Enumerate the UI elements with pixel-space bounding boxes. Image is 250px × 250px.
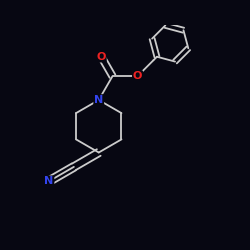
- Text: N: N: [94, 95, 104, 105]
- Text: O: O: [96, 52, 106, 62]
- Text: O: O: [133, 71, 142, 81]
- Text: N: N: [44, 176, 54, 186]
